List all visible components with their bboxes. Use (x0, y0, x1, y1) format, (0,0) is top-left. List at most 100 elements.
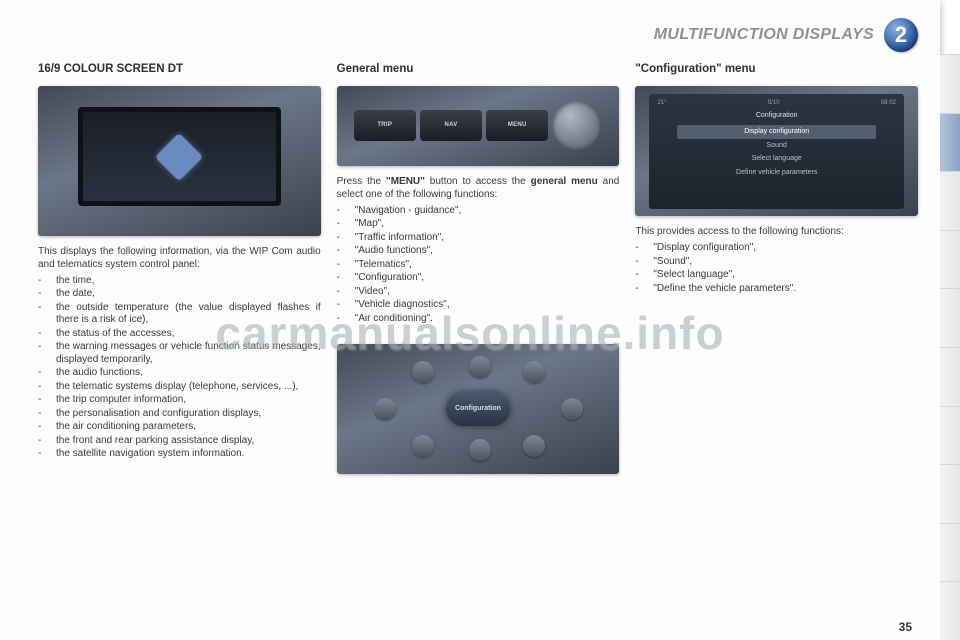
list-text: the trip computer information, (56, 394, 186, 407)
config-row: Display configuration (677, 125, 875, 139)
dash: - (337, 313, 347, 326)
dash: - (635, 269, 645, 282)
list-text: "Define the vehicle parameters". (653, 283, 796, 296)
list-text: "Display configuration", (653, 242, 756, 255)
tab (940, 230, 960, 289)
general-menu-bold: general menu (531, 176, 598, 187)
list-item: -"Telematics", (337, 258, 620, 272)
tab (940, 171, 960, 230)
dash: - (337, 299, 347, 312)
button-row: TRIP NAV MENU (354, 99, 603, 152)
menu-icon (523, 361, 545, 383)
menu-icon (561, 398, 583, 420)
page-indicator: 5/10 (768, 100, 780, 108)
config-title: Configuration (657, 112, 895, 121)
dash: - (635, 242, 645, 255)
list-text: the time, (56, 275, 94, 288)
list-item: -the time, (38, 274, 321, 288)
list-item: -"Select language", (635, 269, 918, 283)
list-item: -the date, (38, 288, 321, 302)
menu-icon (374, 398, 396, 420)
section-title: MULTIFUNCTION DISPLAYS (654, 26, 874, 44)
list-text: "Navigation - guidance", (355, 205, 462, 218)
list-text: "Select language", (653, 269, 735, 282)
tab-active (940, 113, 960, 172)
list-item: -"Configuration", (337, 272, 620, 286)
tab (940, 54, 960, 113)
content-columns: 16/9 COLOUR SCREEN DT This displays the … (38, 62, 918, 484)
dash: - (38, 328, 48, 341)
tab (940, 288, 960, 347)
list-text: the front and rear parking assistance di… (56, 435, 254, 448)
list-text: "Audio functions", (355, 245, 433, 258)
list-item: -"Vehicle diagnostics", (337, 299, 620, 313)
list-text: the audio functions, (56, 367, 143, 380)
col1-list: -the time,-the date,-the outside tempera… (38, 274, 321, 461)
list-text: the telematic systems display (telephone… (56, 381, 298, 394)
clock: 08 02 (881, 100, 896, 108)
config-row: Sound (657, 139, 895, 153)
col1-heading: 16/9 COLOUR SCREEN DT (38, 62, 321, 76)
col2-heading: General menu (337, 62, 620, 76)
side-tabs (940, 54, 960, 640)
tab (940, 406, 960, 465)
photo-menu-buttons: TRIP NAV MENU (337, 86, 620, 166)
list-item: -"Navigation - guidance", (337, 204, 620, 218)
circle-center-label: Configuration (446, 392, 510, 426)
list-text: "Sound", (653, 256, 692, 269)
col3-heading: "Configuration" menu (635, 62, 918, 76)
list-item: -"Traffic information", (337, 231, 620, 245)
list-item: -"Air conditioning". (337, 312, 620, 326)
list-text: the outside temperature (the value displ… (56, 302, 321, 327)
list-text: "Telematics", (355, 259, 412, 272)
t: Press the (337, 176, 386, 187)
tab (940, 523, 960, 582)
list-item: -"Display configuration", (635, 242, 918, 256)
list-item: -the trip computer information, (38, 394, 321, 408)
dash: - (38, 448, 48, 461)
list-text: "Map", (355, 218, 384, 231)
tab (940, 347, 960, 406)
dash: - (38, 381, 48, 394)
menu-icon (523, 435, 545, 457)
t: button to access the (425, 176, 531, 187)
config-rows: Display configurationSoundSelect languag… (657, 125, 895, 180)
list-item: -"Map", (337, 218, 620, 232)
list-item: -the audio functions, (38, 367, 321, 381)
nav-button: NAV (420, 110, 482, 142)
dash: - (337, 272, 347, 285)
list-item: -the personalisation and configuration d… (38, 407, 321, 421)
dash: - (38, 367, 48, 380)
list-item: -the telematic systems display (telephon… (38, 380, 321, 394)
menu-icon (412, 361, 434, 383)
menu-icon (469, 356, 491, 378)
column-1: 16/9 COLOUR SCREEN DT This displays the … (38, 62, 321, 484)
photo-colour-screen (38, 86, 321, 236)
list-item: -the status of the accesses, (38, 327, 321, 341)
dash: - (38, 435, 48, 448)
dash: - (635, 256, 645, 269)
rotary-dial-icon (552, 101, 602, 151)
trip-button: TRIP (354, 110, 416, 142)
list-item: -the front and rear parking assistance d… (38, 434, 321, 448)
temp-reading: 21° (657, 100, 666, 108)
list-text: the satellite navigation system informat… (56, 448, 244, 461)
photo-circle-menu: Configuration (337, 344, 620, 474)
manual-page: MULTIFUNCTION DISPLAYS 2 16/9 COLOUR SCR… (0, 0, 940, 640)
page-number: 35 (899, 620, 912, 634)
list-text: the personalisation and configuration di… (56, 408, 261, 421)
column-2: General menu TRIP NAV MENU Press the "ME… (337, 62, 620, 484)
list-item: -the air conditioning parameters, (38, 421, 321, 435)
dash: - (337, 259, 347, 272)
dash: - (38, 341, 48, 366)
list-item: -the satellite navigation system informa… (38, 448, 321, 462)
tab (940, 464, 960, 523)
config-row: Select language (657, 153, 895, 167)
menu-icon (469, 439, 491, 461)
dash: - (38, 275, 48, 288)
dash: - (337, 232, 347, 245)
menu-icon (412, 435, 434, 457)
list-item: -"Video", (337, 285, 620, 299)
dash: - (38, 421, 48, 434)
list-item: -"Audio functions", (337, 245, 620, 259)
